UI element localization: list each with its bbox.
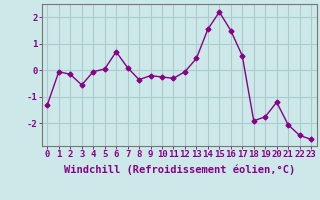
X-axis label: Windchill (Refroidissement éolien,°C): Windchill (Refroidissement éolien,°C) [64, 165, 295, 175]
